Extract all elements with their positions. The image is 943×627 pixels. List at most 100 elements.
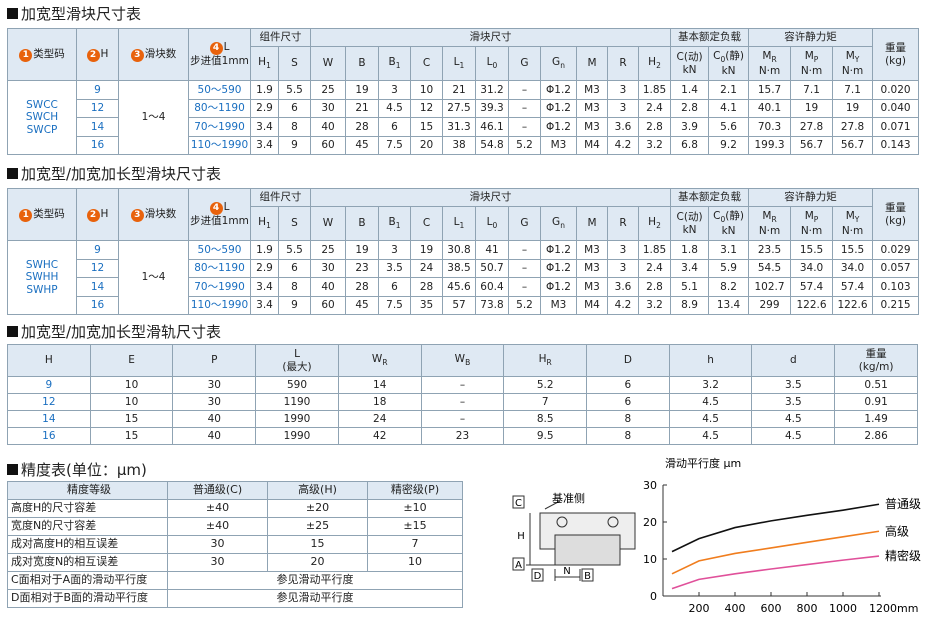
cell: 0.071 [872,117,920,137]
header-text: (静) [725,210,744,223]
cell: 1990 [255,410,339,428]
cell: 34.0 [790,258,834,278]
header-subscript: n [560,61,565,71]
header-text: C [422,217,431,230]
cell: 5.2 [503,376,588,394]
header-unit: kN [721,224,736,237]
data-row: 9 10 30 590 14–5.2 6 3.2 3.5 0.51 [7,376,918,394]
data-row: 成对宽度N的相互误差 30 20 10 [7,553,463,572]
header-text: W [322,217,334,230]
cell: 28 [345,117,379,137]
cell: 40.1 [748,98,792,118]
header-unit: N·m [800,224,823,237]
cell: 5.2 [508,135,541,155]
header-cell: G [508,206,541,241]
face-label: C [515,498,522,509]
header-subscript: P [813,215,819,225]
header-text: C(动) [676,51,703,64]
header-text: H [258,216,267,229]
marker-number: 1 [19,208,33,222]
cell: 15 [267,535,368,554]
cell: 23.5 [748,240,792,260]
cell: 45.6 [442,277,476,297]
data-row: SWHC SWHH SWHP 9 1～4 50～590 1.9 5.5 25 19 3 19 30.8 4… [7,240,920,315]
header-cell: S [278,206,311,241]
header-text: L [453,56,460,69]
cell: 7 [503,393,588,411]
cell: 3.5 [751,393,836,411]
series-label: 精密级 [885,548,921,563]
header-text: W [322,57,334,70]
cell: 18 [337,393,422,411]
cell: 14 [76,117,119,137]
header-cell: WR [337,344,422,377]
cell: 40 [172,427,257,445]
cell: ±40 [167,499,268,518]
data-row: 12 10 30 1190 18–7 6 4.5 3.5 0.91 [7,393,918,411]
header-cell: MR N·m [748,206,792,241]
header-text: 重量 [885,202,907,215]
header-text: C [713,50,721,63]
header-text: M [762,210,772,223]
cell: 15 [89,410,174,428]
header-cell: 1 类型码 [7,188,77,241]
cell: 4.5 [668,410,753,428]
header-text: M [587,57,597,70]
cell: 8 [278,277,311,297]
header-subscript: P [813,55,819,65]
cell: 4.1 [708,98,750,118]
cell: 80～1190 [188,98,251,118]
header-subscript: 1 [459,61,465,71]
series-line [671,555,880,590]
cell: 1.9 [250,240,279,260]
header-unit: (kg/m) [858,360,894,373]
header-text: 滑块数 [144,47,177,60]
cell: 10 [89,376,174,394]
cell: 30 [172,376,257,394]
dim-label: N [563,566,570,577]
cell: C面相对于A面的滑动平行度 [7,571,168,590]
cell: 8.5 [503,410,588,428]
cell: 8 [586,427,670,445]
cell: 73.8 [475,295,509,315]
cell: 13.4 [708,295,750,315]
cell: 57 [442,295,476,315]
cell: 30 [310,258,346,278]
data-row: C面相对于A面的滑动平行度 参见滑动平行度 [7,571,463,590]
header-unit: N·m [800,64,823,77]
diagram-shape [526,500,636,581]
cell: 3.2 [668,376,753,394]
type-codes: SWCC SWCH SWCP [7,80,77,155]
header-subscript: 0 [720,215,726,225]
header-unit: (kg) [885,54,907,67]
header-text: R [619,217,627,230]
cell: 30.8 [442,240,476,260]
data-row: D面相对于B面的滑动平行度 参见滑动平行度 [7,589,463,608]
cell: 2.9 [250,98,279,118]
header-text: H [100,47,109,60]
cell: 30 [167,553,268,572]
group-header: 滑块尺寸 [309,28,672,47]
cell: 0.020 [872,80,920,100]
header-subscript: B [465,358,471,368]
cell: 4.5 [378,98,411,118]
cell: 3.4 [250,295,279,315]
section-title: 精度表(单位：μm) [7,459,147,480]
cell: ±10 [367,499,463,518]
header-text: L [486,56,493,69]
header-text: B [358,57,366,70]
header-text: B [358,217,366,230]
type-code: SWCP [26,123,58,136]
cell: 成对宽度N的相互误差 [7,553,168,572]
header-subscript: 1 [266,221,271,231]
cell: 57.4 [832,277,874,297]
header-text: H [258,56,267,69]
header-row: H1 S W B B1 C L1 L0 G Gn M R H2 C(动) kN C0(静) kN MR N·m MP N… [8,206,919,241]
cell: 35 [410,295,443,315]
header-cell: G [508,46,541,81]
section-title: 加宽型/加宽加长型滑轨尺寸表 [7,321,221,342]
header-subscript: 1 [266,61,271,71]
cell: 0.91 [834,393,918,411]
cell: 0.029 [872,240,920,260]
